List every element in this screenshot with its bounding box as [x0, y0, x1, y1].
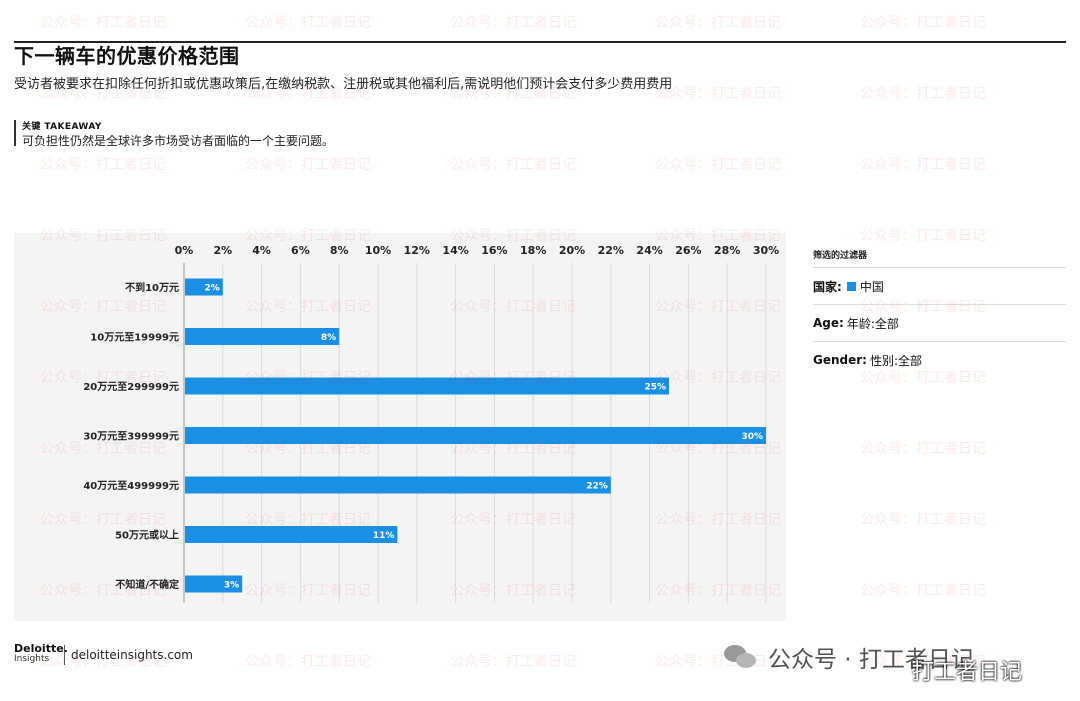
- bar-value-label: 3%: [224, 581, 239, 591]
- bar: [185, 328, 340, 345]
- y-category-label: 50万元或以上: [115, 529, 179, 542]
- watermark-text: 公众号：打工者日记: [245, 15, 371, 31]
- watermark-text: 公众号：打工者日记: [450, 157, 576, 173]
- wechat-icon: [724, 643, 758, 671]
- x-tick-label: 24%: [636, 244, 662, 257]
- filter-age-label: Age:: [813, 316, 844, 330]
- bar: [185, 377, 669, 395]
- y-category-label: 10万元至19999元: [90, 332, 179, 344]
- x-tick-label: 28%: [714, 244, 740, 257]
- x-tick-label: 0%: [175, 244, 194, 257]
- watermark-text: 公众号：打工者日记: [860, 512, 986, 528]
- y-category-label: 40万元至499999元: [83, 480, 179, 492]
- bar: [185, 575, 243, 593]
- watermark-text: 公众号：打工者日记: [860, 15, 986, 31]
- deloitte-logo: Deloitte. Insights: [14, 643, 68, 665]
- x-tick-label: 8%: [330, 244, 349, 257]
- filters-title: 筛选的过滤器: [813, 251, 868, 261]
- x-tick-label: 10%: [365, 244, 391, 257]
- y-category-label: 30万元至399999元: [83, 431, 179, 443]
- takeaway-accent: [14, 120, 16, 146]
- x-tick-label: 18%: [520, 244, 546, 257]
- x-tick-label: 2%: [213, 244, 232, 257]
- bar-value-label: 8%: [321, 333, 336, 343]
- y-category-label: 不到10万元: [125, 281, 179, 294]
- filter-country-value: 中国: [859, 279, 884, 294]
- watermark-text: 公众号：打工者日记: [655, 157, 781, 173]
- filter-gender-label: Gender:: [813, 353, 867, 367]
- bar-value-label: 25%: [644, 383, 666, 393]
- watermark-text: 公众号：打工者日记: [245, 157, 371, 173]
- filters-panel: 筛选的过滤器 国家: 中国 Age: 年龄:全部 Gender: 性别:全部: [813, 238, 1066, 378]
- bar-value-label: 30%: [741, 432, 763, 442]
- x-tick-label: 16%: [481, 244, 507, 257]
- x-tick-label: 22%: [598, 244, 624, 257]
- x-tick-label: 12%: [404, 244, 430, 257]
- bar: [185, 476, 611, 494]
- takeaway-text: 可负担性仍然是全球许多市场受访者面临的一个主要问题。: [22, 134, 335, 148]
- x-tick-label: 26%: [675, 244, 701, 257]
- filter-country[interactable]: 国家: 中国: [813, 267, 1066, 304]
- filter-gender[interactable]: Gender: 性别:全部: [813, 341, 1066, 378]
- watermark-text: 公众号：打工者日记: [40, 15, 166, 31]
- x-tick-label: 30%: [753, 244, 779, 257]
- bar: [185, 278, 223, 296]
- watermark-text: 公众号：打工者日记: [655, 15, 781, 31]
- chart-panel: 0% 2% 4% 6% 8% 10% 12% 14% 16% 18% 20% 22% 24% 26% 28%…: [14, 233, 786, 621]
- y-category-label: 20万元至299999元: [83, 381, 179, 393]
- bar-value-label: 22%: [586, 482, 608, 492]
- takeaway-label: 关键 TAKEAWAY: [22, 122, 102, 132]
- watermark-text: 公众号：打工者日记: [860, 86, 986, 102]
- bar-value-label: 11%: [373, 531, 395, 541]
- filter-country-label: 国家:: [813, 279, 842, 294]
- footer-url-link[interactable]: deloitteinsights.com: [71, 648, 193, 662]
- bar-value-label: 2%: [205, 284, 220, 294]
- page-subtitle: 受访者被要求在扣除任何折扣或优惠政策后,在缴纳税款、注册税或其他福利后,需说明他…: [14, 77, 673, 92]
- x-tick-label: 20%: [559, 244, 585, 257]
- watermark-text: 公众号：打工者日记: [860, 441, 986, 457]
- x-tick-label: 4%: [252, 244, 271, 257]
- x-tick-label: 6%: [291, 244, 310, 257]
- page-title: 下一辆车的优惠价格范围: [14, 44, 240, 68]
- watermark-text: 公众号：打工者日记: [860, 157, 986, 173]
- overlay-watermark-text: 打工者日记: [912, 660, 1023, 685]
- logo-line1: Deloitte.: [14, 642, 68, 655]
- filter-age[interactable]: Age: 年龄:全部: [813, 304, 1066, 341]
- title-rule: [14, 41, 1066, 43]
- bar: [185, 526, 398, 543]
- watermark-text: 公众号：打工者日记: [450, 15, 576, 31]
- bar: [185, 427, 766, 444]
- watermark-text: 公众号：打工者日记: [655, 86, 781, 102]
- wechat-text: 公众号 · 打工者日记: [768, 647, 974, 673]
- filter-age-value: 年龄:全部: [846, 316, 899, 331]
- logo-line2: Insights: [14, 654, 50, 664]
- watermark-text: 公众号：打工者日记: [860, 583, 986, 599]
- footer-divider: [64, 645, 65, 665]
- country-swatch-icon: [846, 281, 856, 291]
- x-tick-label: 14%: [442, 244, 468, 257]
- wechat-badge: 公众号 · 打工者日记: [724, 640, 974, 674]
- filter-gender-value: 性别:全部: [869, 353, 923, 368]
- watermark-text: 公众号：打工者日记: [245, 654, 371, 670]
- watermark-text: 公众号：打工者日记: [450, 654, 576, 670]
- y-category-label: 不知道/不确定: [115, 578, 179, 591]
- watermark-text: 公众号：打工者日记: [40, 157, 166, 173]
- bar-chart: 0% 2% 4% 6% 8% 10% 12% 14% 16% 18% 20% 22% 24% 26% 28%…: [83, 244, 779, 603]
